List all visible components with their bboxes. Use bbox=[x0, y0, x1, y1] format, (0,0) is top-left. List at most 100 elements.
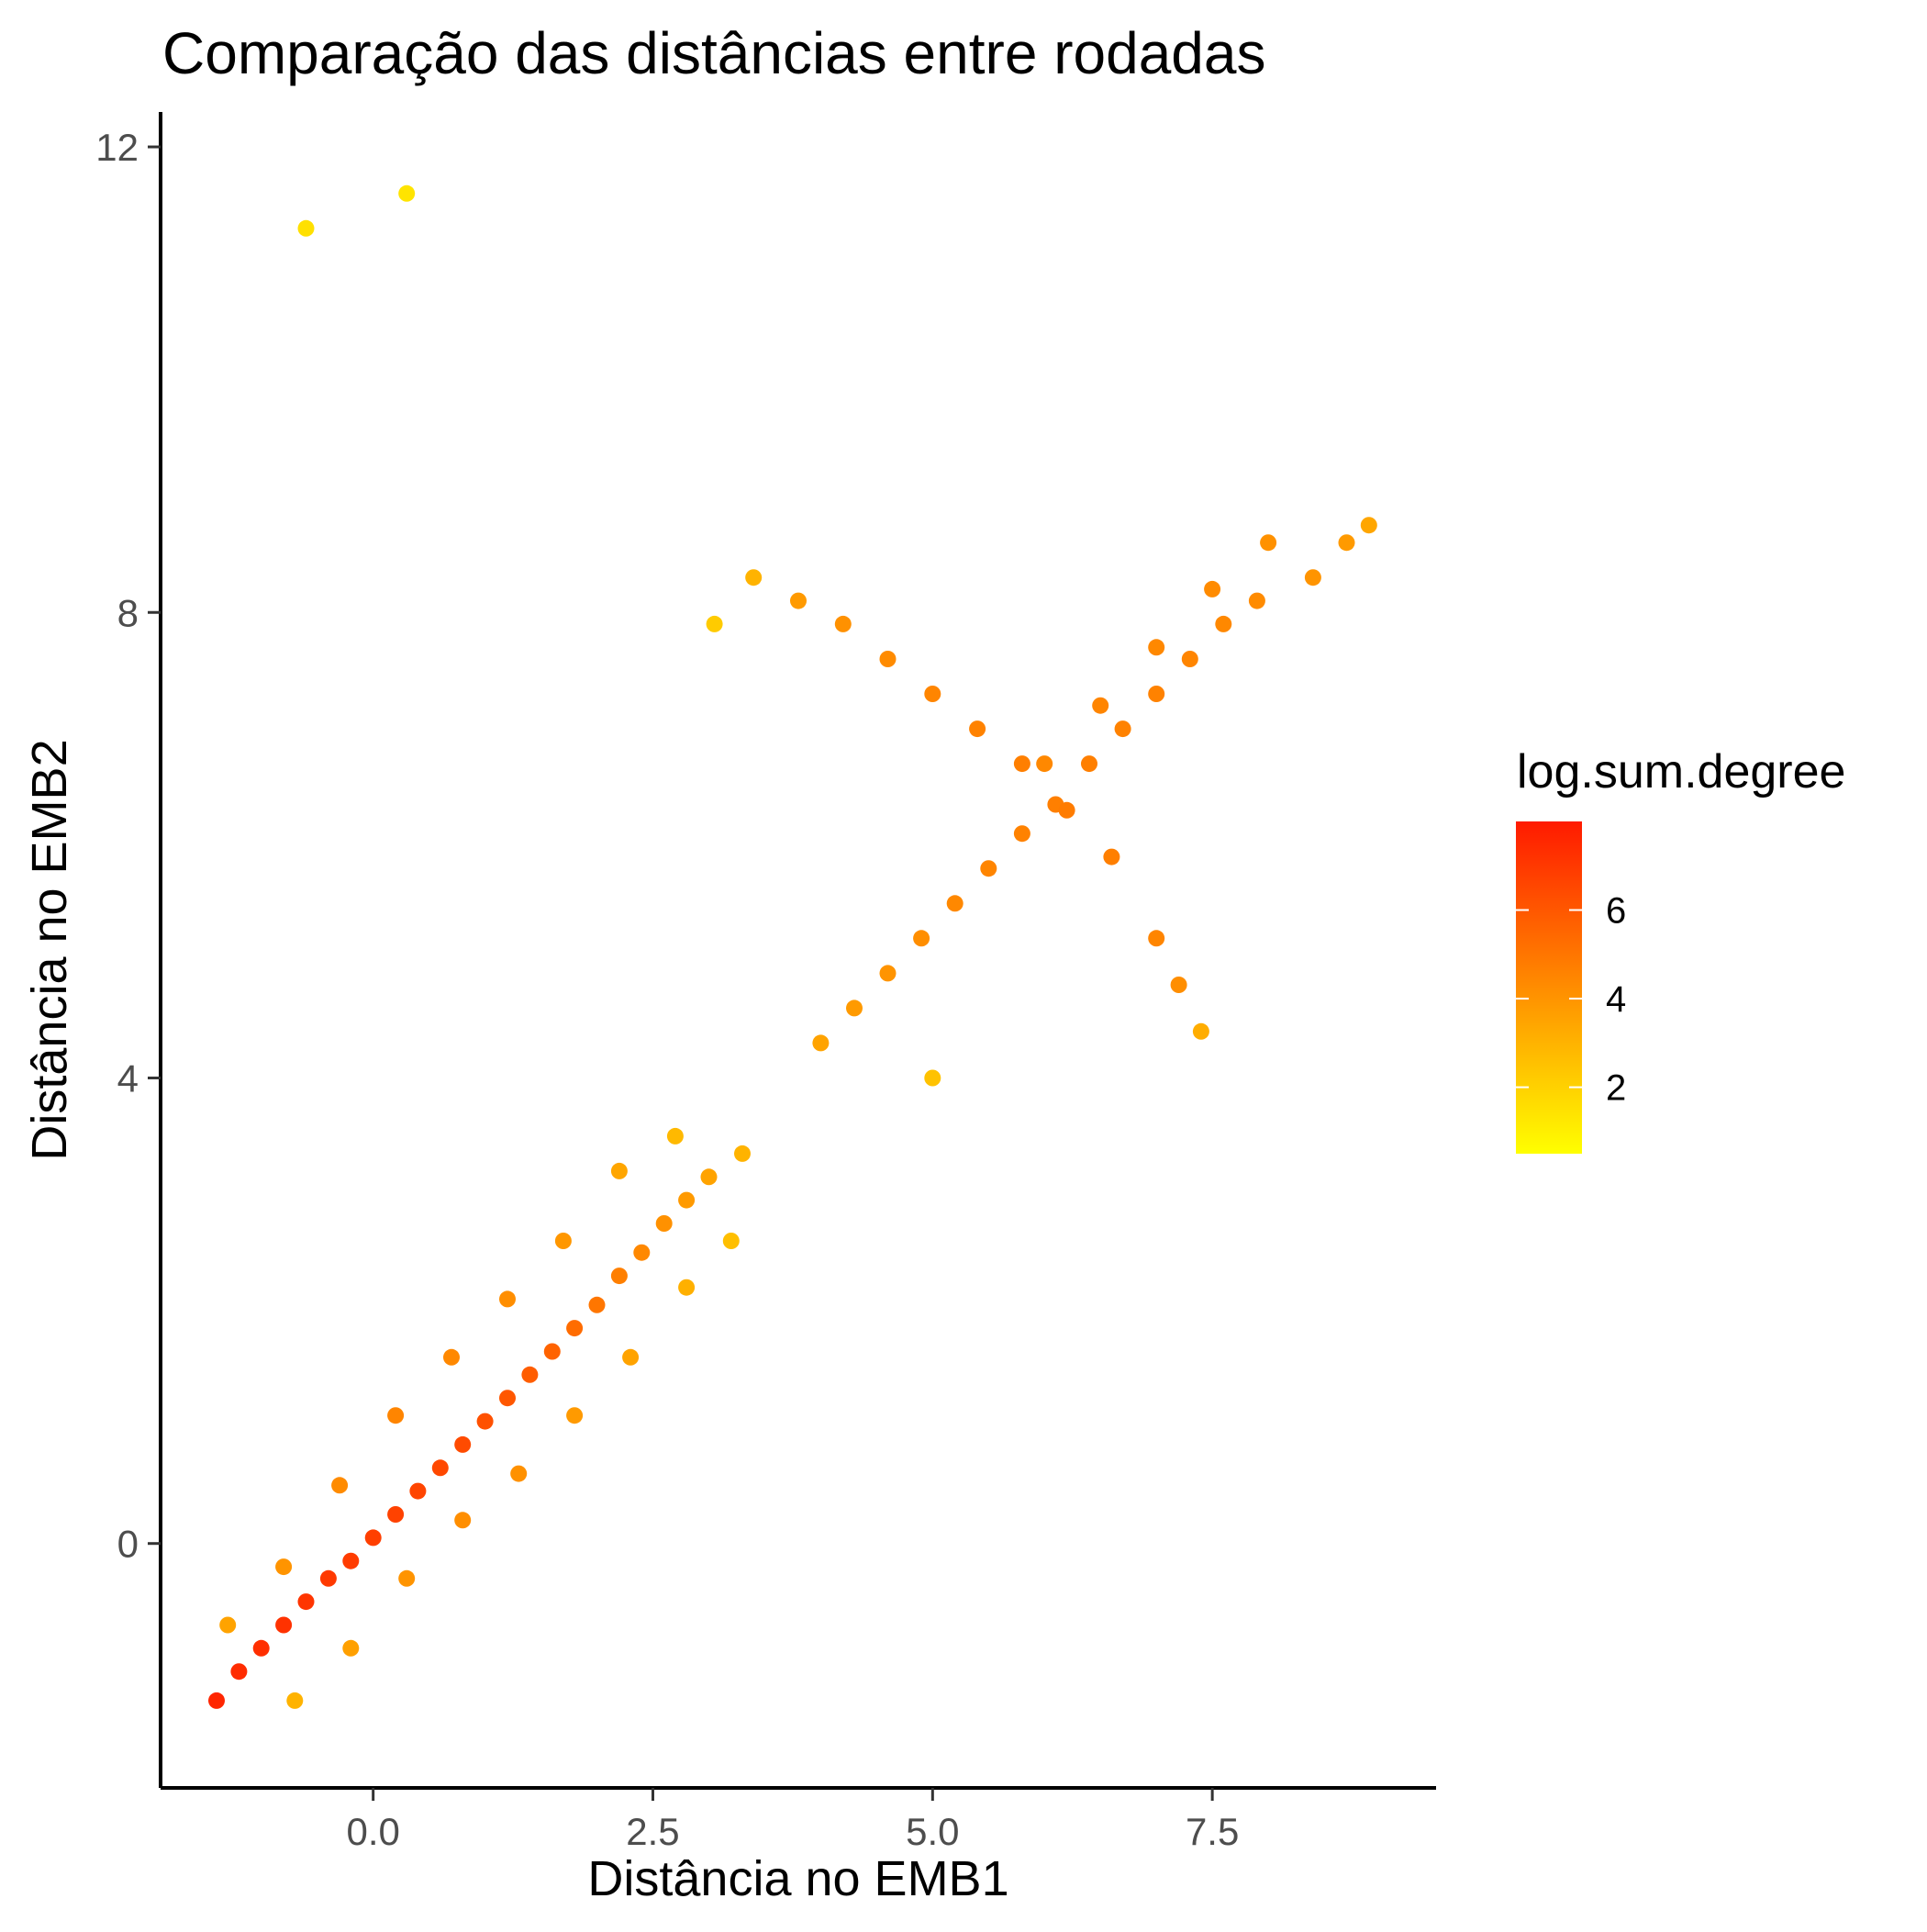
data-point bbox=[1058, 801, 1075, 819]
data-point bbox=[734, 1145, 751, 1162]
data-point bbox=[1103, 848, 1120, 865]
data-point bbox=[969, 720, 986, 738]
data-point bbox=[666, 1127, 684, 1145]
legend-title: log.sum.degree bbox=[1517, 745, 1845, 798]
legend-tick-label: 4 bbox=[1606, 979, 1626, 1020]
data-point bbox=[1081, 755, 1097, 773]
data-point bbox=[554, 1233, 572, 1249]
data-point bbox=[722, 1233, 740, 1249]
data-point bbox=[610, 1162, 628, 1179]
data-point bbox=[622, 1348, 640, 1366]
data-point bbox=[387, 1506, 405, 1523]
data-point bbox=[208, 1692, 225, 1709]
data-point bbox=[510, 1465, 528, 1482]
data-point bbox=[431, 1459, 449, 1477]
x-axis-label: Distância no EMB1 bbox=[587, 1851, 1008, 1906]
y-axis-label: Distância no EMB2 bbox=[22, 739, 77, 1160]
data-point bbox=[342, 1639, 360, 1657]
data-point bbox=[1013, 755, 1030, 773]
data-point bbox=[566, 1320, 584, 1337]
x-tick-label: 5.0 bbox=[906, 1810, 959, 1853]
data-point bbox=[342, 1552, 360, 1569]
data-point bbox=[454, 1435, 472, 1453]
y-axis-ticks: 0 4 8 12 bbox=[95, 126, 161, 1566]
chart-title: Comparação das distâncias entre rodadas bbox=[162, 20, 1265, 86]
data-point bbox=[331, 1477, 349, 1494]
data-point bbox=[476, 1413, 494, 1430]
data-point bbox=[706, 615, 723, 632]
data-point bbox=[297, 219, 315, 237]
y-tick-label: 0 bbox=[117, 1523, 139, 1566]
legend-tick-label: 2 bbox=[1606, 1068, 1626, 1109]
data-point bbox=[454, 1512, 472, 1529]
y-tick-label: 8 bbox=[117, 591, 139, 634]
data-point bbox=[219, 1616, 237, 1634]
data-point bbox=[319, 1569, 337, 1587]
data-point bbox=[879, 965, 897, 982]
data-point bbox=[252, 1639, 270, 1657]
data-point bbox=[946, 895, 964, 912]
data-point bbox=[286, 1692, 304, 1709]
data-point bbox=[924, 1069, 941, 1087]
data-point bbox=[499, 1390, 516, 1407]
data-point bbox=[1360, 517, 1377, 534]
data-point bbox=[443, 1348, 460, 1366]
y-tick-label: 4 bbox=[117, 1056, 139, 1100]
data-point bbox=[398, 184, 416, 202]
data-point bbox=[790, 592, 807, 609]
data-point bbox=[543, 1343, 561, 1360]
data-point bbox=[398, 1569, 416, 1587]
x-tick-label: 0.0 bbox=[346, 1810, 399, 1853]
data-point bbox=[1304, 569, 1321, 586]
data-point bbox=[1013, 825, 1030, 843]
data-point bbox=[409, 1482, 427, 1500]
data-point bbox=[230, 1663, 248, 1681]
legend-ticks: 2 4 6 bbox=[1516, 891, 1626, 1109]
data-point bbox=[1215, 615, 1232, 632]
y-tick-label: 12 bbox=[95, 126, 139, 169]
data-point bbox=[913, 930, 930, 947]
data-point bbox=[1338, 534, 1355, 552]
x-tick-label: 2.5 bbox=[626, 1810, 679, 1853]
data-point bbox=[1114, 720, 1131, 738]
data-point bbox=[655, 1215, 673, 1232]
data-point bbox=[1036, 755, 1053, 773]
data-point bbox=[1170, 977, 1187, 993]
color-legend: log.sum.degree 2 4 6 bbox=[1516, 745, 1845, 1154]
data-point bbox=[364, 1529, 382, 1547]
data-point bbox=[1148, 639, 1165, 656]
data-point bbox=[879, 651, 897, 667]
data-point bbox=[700, 1168, 718, 1186]
data-point bbox=[812, 1034, 830, 1052]
data-point bbox=[275, 1558, 293, 1576]
data-point bbox=[297, 1593, 315, 1611]
data-point bbox=[1248, 592, 1265, 609]
data-point bbox=[846, 1000, 863, 1017]
data-point bbox=[745, 569, 763, 586]
data-point bbox=[1260, 534, 1277, 552]
data-point bbox=[678, 1279, 696, 1296]
data-point bbox=[499, 1290, 516, 1308]
legend-tick-label: 6 bbox=[1606, 891, 1626, 932]
data-point bbox=[1192, 1022, 1209, 1040]
data-point bbox=[588, 1296, 606, 1313]
data-point bbox=[521, 1366, 539, 1383]
data-point bbox=[566, 1407, 584, 1424]
x-axis-ticks: 0.0 2.5 5.0 7.5 bbox=[346, 1788, 1239, 1853]
data-point bbox=[678, 1191, 696, 1209]
data-point bbox=[834, 615, 852, 632]
data-point bbox=[1148, 930, 1165, 947]
data-point bbox=[1204, 580, 1221, 597]
points-layer bbox=[208, 184, 1377, 1709]
data-point bbox=[924, 686, 941, 702]
data-point bbox=[610, 1268, 628, 1285]
data-point bbox=[1181, 651, 1198, 667]
data-point bbox=[387, 1407, 405, 1424]
x-tick-label: 7.5 bbox=[1186, 1810, 1239, 1853]
data-point bbox=[1092, 697, 1109, 714]
data-point bbox=[633, 1244, 651, 1261]
legend-colorbar bbox=[1516, 821, 1582, 1154]
data-point bbox=[980, 860, 997, 877]
